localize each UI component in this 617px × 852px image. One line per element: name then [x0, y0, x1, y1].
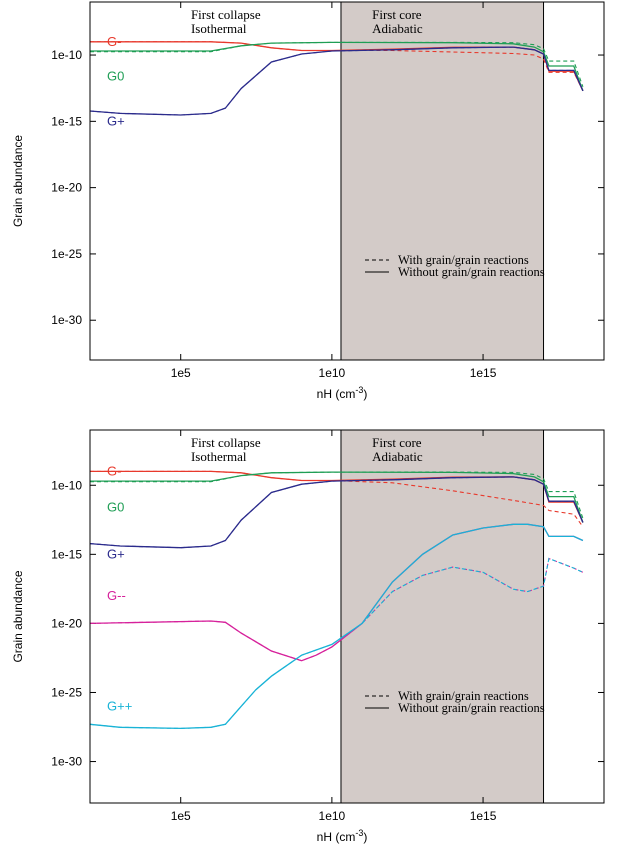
series-line-G0-dashed [90, 471, 584, 519]
series-line-G0-solid [90, 41, 584, 92]
x-tick-label: 1e15 [470, 809, 497, 823]
series-label: G- [107, 463, 121, 478]
y-tick-label: 1e-15 [51, 114, 82, 128]
legend-label-dashed: With grain/grain reactions [398, 253, 529, 267]
x-tick-label: 1e5 [171, 366, 191, 380]
y-tick-label: 1e-20 [51, 616, 82, 630]
series-line-G0-dashed [90, 41, 584, 87]
series-line-G+-solid [90, 46, 584, 116]
chart-panel-top: 1e-10 1e-15 1e-20 1e-25 1e-30 1e5 1e10 1e15 Firs… [11, 1, 605, 401]
y-axis-label: Grain abundance [11, 135, 25, 227]
region-label: Isothermal [191, 21, 247, 36]
region-label: First core [372, 7, 422, 22]
x-tick-label: 1e5 [171, 809, 191, 823]
series-label: G0 [107, 68, 124, 83]
series-line-G--dashed [90, 470, 584, 528]
series-label: G+ [107, 113, 125, 128]
shaded-region-first-core [340, 429, 545, 804]
series-label: G- [107, 34, 121, 49]
y-axis-label: Grain abundance [11, 570, 25, 662]
series-label: G-- [107, 588, 126, 603]
x-tick-label: 1e10 [319, 809, 346, 823]
y-tick-label: 1e-25 [51, 685, 82, 699]
plot-frame [89, 1, 605, 361]
series-label: G+ [107, 546, 125, 561]
series-label: G++ [107, 698, 132, 713]
series-line-G++-solid [90, 523, 584, 730]
plot-frame [89, 429, 605, 804]
y-tick-label: 1e-10 [51, 478, 82, 492]
region-label: First collapse [191, 7, 261, 22]
region-label: Adiabatic [372, 449, 423, 464]
region-label: First collapse [191, 435, 261, 450]
series-line-G+-solid [90, 476, 584, 549]
region-label: Isothermal [191, 449, 247, 464]
x-axis-label: nH (cm-3) [317, 385, 368, 401]
legend-label-solid: Without grain/grain reactions [398, 265, 545, 279]
x-tick-label: 1e15 [470, 366, 497, 380]
chart-panel-bottom: 1e-10 1e-15 1e-20 1e-25 1e-30 1e5 1e10 1e15 Firs… [11, 429, 605, 844]
x-axis-label: nH (cm-3) [317, 828, 368, 844]
region-label: Adiabatic [372, 21, 423, 36]
y-tick-label: 1e-30 [51, 313, 82, 327]
y-tick-label: 1e-20 [51, 181, 82, 195]
legend-label-solid: Without grain/grain reactions [398, 701, 545, 715]
y-tick-label: 1e-25 [51, 247, 82, 261]
y-tick-label: 1e-30 [51, 755, 82, 769]
shaded-region-first-core [340, 1, 545, 361]
legend-label-dashed: With grain/grain reactions [398, 689, 529, 703]
series-label: G0 [107, 499, 124, 514]
region-label: First core [372, 435, 422, 450]
series-line-G0-solid [90, 471, 584, 523]
x-tick-label: 1e10 [319, 366, 346, 380]
y-tick-label: 1e-15 [51, 547, 82, 561]
y-tick-label: 1e-10 [51, 48, 82, 62]
